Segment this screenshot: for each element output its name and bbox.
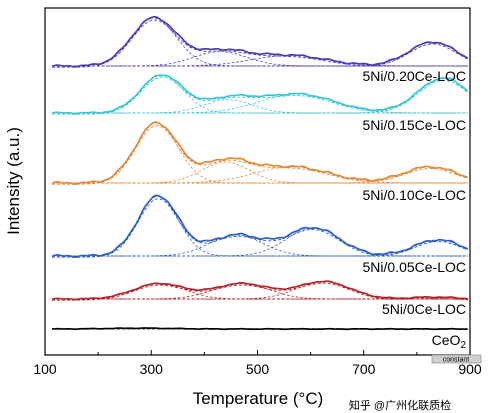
series-label-ceo2: CeO2 (432, 332, 467, 351)
series-1 (51, 15, 469, 68)
curves-layer (51, 15, 469, 331)
series-2-measured-curve (51, 74, 469, 115)
series-5-measured-curve (51, 280, 468, 301)
series-label-5ni-010ce: 5Ni/0.10Ce-LOC (363, 187, 467, 203)
series-4-peak-1 (52, 195, 468, 257)
series-label-5ni-015ce: 5Ni/0.15Ce-LOC (363, 117, 467, 133)
y-axis-title: Intensity (a.u.) (4, 127, 23, 235)
series-1-peak-1 (52, 17, 468, 67)
series-3 (51, 121, 469, 185)
series-4-fit-curve (52, 198, 469, 258)
series-3-measured-curve (51, 121, 468, 185)
ceo2-label-base: CeO (432, 332, 461, 348)
series-4-measured-curve (51, 194, 468, 259)
x-tick-label-300: 300 (140, 361, 164, 377)
series-label-5ni-0ce: 5Ni/0Ce-LOC (382, 301, 466, 317)
x-tick-label-100: 100 (33, 361, 57, 377)
series-5 (51, 280, 469, 301)
x-tick-label-900: 900 (458, 361, 482, 377)
watermark-text: 知乎 @广州化联质检 (349, 398, 451, 412)
watermark-backdrop (330, 398, 490, 412)
x-tick-label-700: 700 (352, 361, 376, 377)
constant-badge (431, 354, 482, 364)
series-5-fit-curve (52, 282, 469, 301)
series-1-measured-curve (51, 15, 468, 68)
series-3-fit-curve (52, 125, 469, 185)
series-6-measured-curve (51, 327, 468, 331)
series-2-fit-curve (52, 76, 469, 115)
series-6 (51, 327, 468, 331)
ceo2-label-subscript: 2 (460, 340, 466, 351)
series-label-5ni-020ce: 5Ni/0.20Ce-LOC (363, 68, 467, 84)
series-1-fit-curve (52, 19, 469, 68)
constant-badge-text: constant (443, 357, 470, 364)
series-label-5ni-005ce: 5Ni/0.05Ce-LOC (363, 259, 467, 275)
series-2 (51, 74, 469, 115)
x-tick-label-500: 500 (246, 361, 270, 377)
x-ticks-layer: 100 300 500 700 900 (33, 350, 482, 377)
x-axis-title: Temperature (°C) (193, 389, 324, 408)
series-4 (51, 194, 469, 259)
